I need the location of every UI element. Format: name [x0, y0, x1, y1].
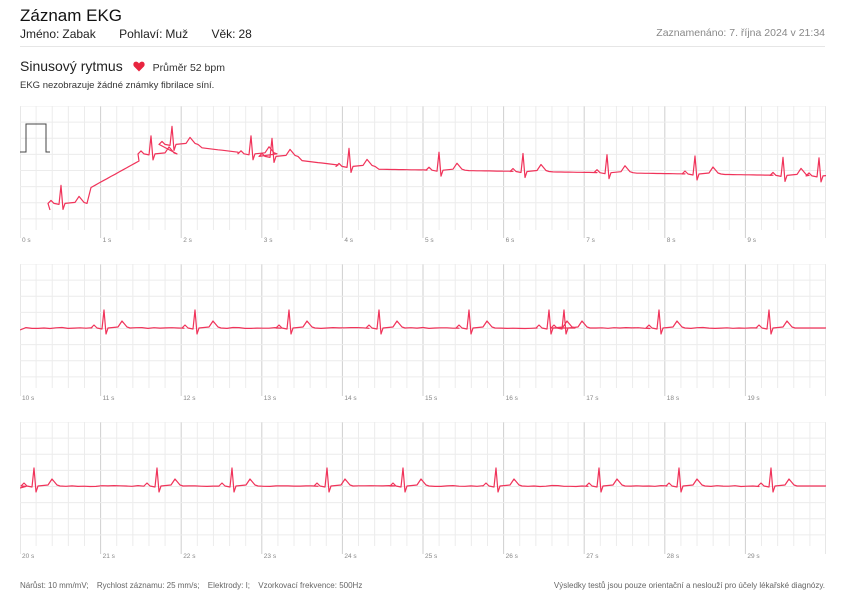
time-label: 14 s [344, 395, 357, 402]
time-label: 13 s [264, 395, 277, 402]
time-label: 7 s [586, 237, 595, 244]
time-label: 8 s [667, 237, 676, 244]
time-label: 18 s [667, 395, 680, 402]
time-label: 16 s [506, 395, 519, 402]
ecg-strip-3: 20 s 21 s 22 s 23 s 24 s 25 s 26 s 27 s 28 s 29 s [20, 422, 826, 564]
time-label: 27 s [586, 553, 599, 560]
sampling-text: Vzorkovací frekvence: 500Hz [258, 581, 362, 590]
time-label: 3 s [264, 237, 273, 244]
leads-text: Elektrody: I; [208, 581, 250, 590]
time-label: 28 s [667, 553, 680, 560]
time-label: 9 s [747, 237, 756, 244]
page-title: Záznam EKG [20, 6, 122, 26]
age-label: Věk: [211, 27, 235, 41]
recorded-timestamp: Zaznamenáno: 7. října 2024 v 21:34 [656, 27, 825, 39]
time-label: 25 s [425, 553, 438, 560]
gain-text: Nárůst: 10 mm/mV; [20, 581, 89, 590]
time-label: 10 s [22, 395, 35, 402]
ecg-grid [20, 106, 826, 238]
sex-value: Muž [165, 27, 188, 41]
time-label: 29 s [747, 553, 760, 560]
ecg-strip-1: 0 s 1 s 2 s 3 s 4 s 5 s 6 s 7 s 8 s 9 s [20, 106, 826, 248]
time-label: 17 s [586, 395, 599, 402]
ecg-strip-2: 10 s 11 s 12 s 13 s 14 s 15 s 16 s 17 s 18 s 19 s [20, 264, 826, 406]
time-label: 4 s [344, 237, 353, 244]
time-label: 21 s [103, 553, 116, 560]
age-value: 28 [238, 27, 251, 41]
time-label: 5 s [425, 237, 434, 244]
time-label: 0 s [22, 237, 31, 244]
ecg-grid [20, 422, 826, 554]
time-label: 6 s [506, 237, 515, 244]
time-label: 26 s [506, 553, 519, 560]
average-heart-rate: Průměr 52 bpm [153, 62, 225, 74]
speed-text: Rychlost záznamu: 25 mm/s; [97, 581, 200, 590]
heart-icon [133, 59, 145, 77]
header-divider [20, 46, 825, 47]
time-label: 15 s [425, 395, 438, 402]
time-label: 23 s [264, 553, 277, 560]
recording-parameters: Nárůst: 10 mm/mV; Rychlost záznamu: 25 m… [20, 581, 368, 590]
ecg-grid [20, 264, 826, 396]
patient-info: Jméno: Zabak Pohlaví: Muž Věk: 28 [20, 27, 272, 41]
afib-note: EKG nezobrazuje žádné známky fibrilace s… [20, 80, 214, 91]
time-label: 22 s [183, 553, 196, 560]
time-label: 19 s [747, 395, 760, 402]
sex-label: Pohlaví: [119, 27, 162, 41]
time-label: 24 s [344, 553, 357, 560]
time-label: 2 s [183, 237, 192, 244]
time-label: 20 s [22, 553, 35, 560]
rhythm-classification: Sinusový rytmus [20, 58, 123, 74]
rhythm-summary: Sinusový rytmus Průměr 52 bpm [20, 58, 225, 77]
time-label: 11 s [103, 395, 116, 402]
name-label: Jméno: [20, 27, 59, 41]
name-value: Zabak [62, 27, 95, 41]
time-label: 12 s [183, 395, 196, 402]
time-label: 1 s [103, 237, 112, 244]
disclaimer: Výsledky testů jsou pouze orientační a n… [554, 581, 825, 590]
